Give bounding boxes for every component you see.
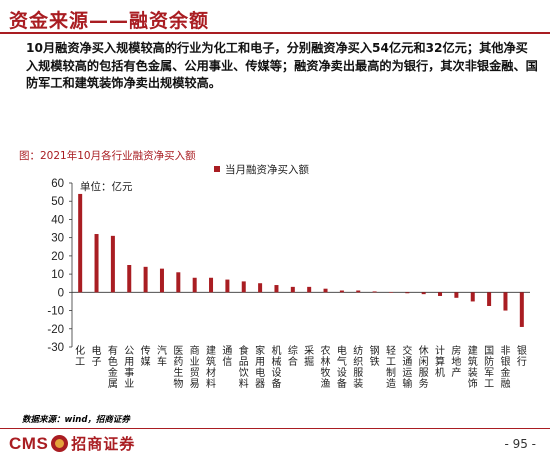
bar-有色金属 bbox=[110, 235, 115, 293]
x-category-label: 医药生物 bbox=[173, 345, 183, 390]
x-category-label: 国防军工 bbox=[484, 345, 494, 390]
bar-计算机 bbox=[438, 292, 443, 296]
bar-传媒 bbox=[143, 266, 148, 293]
x-category-label: 有色金属 bbox=[108, 344, 118, 390]
bar-电子 bbox=[94, 234, 99, 293]
bar-休闲服务 bbox=[421, 292, 426, 295]
logo-emblem-icon bbox=[51, 435, 69, 452]
x-category-label: 农林牧渔 bbox=[321, 344, 331, 390]
bar-食品饮料 bbox=[241, 281, 246, 293]
x-category-label: 食品饮料 bbox=[239, 344, 249, 390]
bar-综合 bbox=[290, 286, 295, 293]
x-category-label: 计算机 bbox=[435, 344, 445, 379]
bar-纺织服装 bbox=[356, 290, 361, 293]
x-category-label: 电气设备 bbox=[337, 344, 347, 390]
bar-机械设备 bbox=[274, 285, 279, 293]
y-tick-label: 0 bbox=[58, 287, 64, 299]
bar-国防军工 bbox=[487, 292, 492, 306]
bar-商业贸易 bbox=[192, 277, 197, 293]
bar-轻工制造 bbox=[388, 292, 393, 293]
bar-钢铁 bbox=[372, 291, 377, 293]
x-category-label: 纺织服装 bbox=[353, 344, 363, 390]
logo-cms-text: CMS bbox=[9, 433, 49, 453]
y-tick-label: 30 bbox=[51, 233, 64, 245]
y-tick-label: 20 bbox=[51, 251, 64, 263]
footer-divider bbox=[0, 428, 550, 429]
x-category-label: 采掘 bbox=[304, 345, 314, 368]
y-tick-label: 40 bbox=[51, 214, 64, 226]
bar-房地产 bbox=[454, 292, 459, 298]
page-number: - 95 - bbox=[504, 437, 536, 451]
bar-医药生物 bbox=[176, 272, 181, 293]
x-category-label: 商业贸易 bbox=[190, 344, 200, 390]
slide-title: 资金来源——融资余额 bbox=[9, 10, 210, 32]
title-divider bbox=[0, 32, 550, 34]
x-category-label: 房地产 bbox=[451, 344, 461, 379]
bar-公用事业 bbox=[127, 265, 132, 293]
x-category-label: 轻工制造 bbox=[386, 344, 396, 390]
y-tick-label: 10 bbox=[51, 269, 64, 281]
source-note: 数据来源：wind，招商证券 bbox=[22, 415, 130, 425]
x-category-label: 传媒 bbox=[141, 345, 151, 368]
bar-建筑材料 bbox=[209, 277, 214, 293]
x-category-label: 非银金融 bbox=[500, 345, 510, 390]
x-category-label: 机械设备 bbox=[271, 344, 281, 390]
x-category-label: 钢铁 bbox=[370, 344, 380, 368]
y-tick-label: 60 bbox=[51, 178, 64, 190]
summary-text: 10月融资净买入规模较高的行业为化工和电子，分别融资净买入54亿元和32亿元；其… bbox=[26, 41, 538, 91]
x-category-label: 综合 bbox=[288, 344, 298, 368]
logo-company-name: 招商证券 bbox=[71, 435, 136, 453]
bar-银行 bbox=[519, 292, 524, 327]
x-category-label: 公用事业 bbox=[124, 346, 134, 390]
x-category-label: 家用电器 bbox=[255, 344, 265, 390]
company-logo: CMS 招商证券 bbox=[9, 433, 135, 454]
x-category-label: 电子 bbox=[92, 344, 102, 368]
x-category-label: 通信 bbox=[222, 345, 232, 368]
x-category-label: 汽车 bbox=[157, 344, 167, 368]
x-category-label: 建筑材料 bbox=[206, 344, 216, 390]
bar-汽车 bbox=[159, 268, 164, 293]
y-tick-label: -20 bbox=[47, 324, 64, 336]
bar-采掘 bbox=[307, 286, 312, 293]
bar-交通运输 bbox=[405, 292, 410, 294]
bar-电气设备 bbox=[339, 290, 344, 293]
y-tick-label: 50 bbox=[51, 196, 64, 208]
unit-label: 单位：亿元 bbox=[80, 180, 133, 193]
x-category-label: 银行 bbox=[517, 344, 527, 368]
x-category-label: 建筑装饰 bbox=[468, 344, 478, 390]
legend-swatch bbox=[214, 166, 220, 172]
x-category-label: 休闲服务 bbox=[419, 345, 429, 390]
bar-chart: 60 50 40 30 20 10 0 -10 -20 -30 单位：亿元 化工电子有色金属公用事业… bbox=[47, 163, 530, 390]
bar-家用电器 bbox=[258, 283, 263, 293]
bar-农林牧渔 bbox=[323, 288, 328, 293]
bar-非银金融 bbox=[503, 292, 508, 311]
x-category-label: 化工 bbox=[75, 344, 85, 368]
bar-通信 bbox=[225, 279, 230, 293]
bar-化工 bbox=[78, 193, 83, 293]
y-tick-label: -10 bbox=[47, 306, 64, 318]
bar-建筑装饰 bbox=[470, 292, 475, 302]
x-category-label: 交通运输 bbox=[402, 344, 412, 390]
y-tick-label: -30 bbox=[47, 342, 64, 354]
legend-label: 当月融资净买入额 bbox=[225, 163, 309, 176]
chart-caption: 图：2021年10月各行业融资净买入额 bbox=[19, 150, 196, 162]
